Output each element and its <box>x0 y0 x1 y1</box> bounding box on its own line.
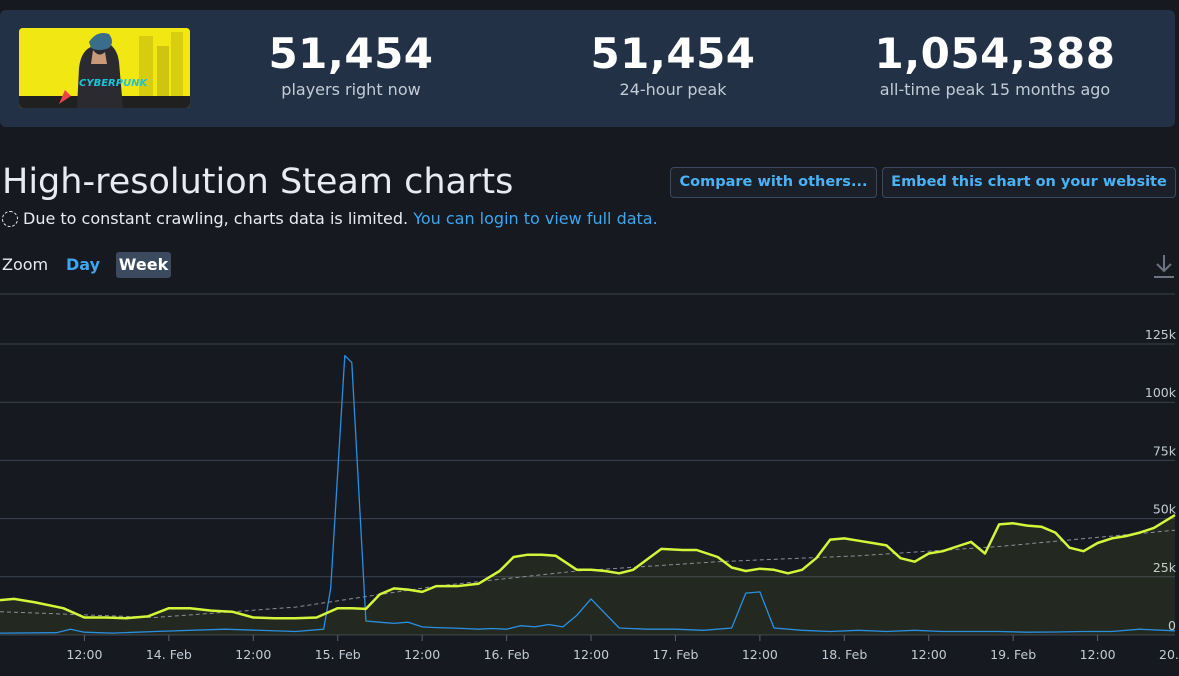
game-cover-image[interactable]: CYBERPUNK <box>19 28 190 108</box>
players-chart: 0 25k 50k 75k 100k 125k 12:00 14. Feb 12:00 15. … <box>0 293 1179 662</box>
players-now-value: 51,454 <box>268 29 434 78</box>
x-tick-label: 12:00 <box>911 647 947 662</box>
loading-spinner-icon <box>2 211 18 227</box>
x-tick-label: 18. Feb <box>821 647 867 662</box>
x-tick-label: 12:00 <box>66 647 102 662</box>
embed-chart-button[interactable]: Embed this chart on your website <box>882 167 1176 198</box>
zoom-day-button[interactable]: Day <box>65 255 100 274</box>
peak-24h-value: 51,454 <box>590 29 756 78</box>
stat-all-time-peak: 1,054,388 all-time peak 15 months ago <box>845 28 1145 100</box>
y-tick-label: 50k <box>1153 502 1177 517</box>
y-tick-label: 125k <box>1145 327 1177 342</box>
y-tick-label: 25k <box>1153 560 1177 575</box>
cover-logo-text: CYBERPUNK <box>79 78 149 89</box>
stat-24h-peak: 51,454 24-hour peak <box>558 28 788 100</box>
players-line <box>0 514 1176 620</box>
compare-button[interactable]: Compare with others... <box>670 167 877 198</box>
stat-players-now: 51,454 players right now <box>236 28 466 100</box>
y-tick-label: 100k <box>1145 385 1177 400</box>
notice-text: Due to constant crawling, charts data is… <box>23 209 409 228</box>
trend-line <box>0 529 1176 618</box>
x-tick-label: 20. Feb <box>1159 647 1179 662</box>
secondary-line <box>0 354 1176 634</box>
stats-panel: CYBERPUNK 51,454 players right now 51,45… <box>0 10 1175 127</box>
x-tick-label: 14. Feb <box>146 647 192 662</box>
x-tick-label: 12:00 <box>1080 647 1116 662</box>
zoom-label: Zoom <box>2 255 49 274</box>
all-time-peak-label: all-time peak 15 months ago <box>879 80 1111 99</box>
players-area <box>0 515 1175 635</box>
download-icon[interactable] <box>1152 253 1176 279</box>
x-tick-label: 15. Feb <box>315 647 361 662</box>
x-tick-label: 12:00 <box>742 647 778 662</box>
x-tick-label: 19. Feb <box>990 647 1036 662</box>
x-tick-label: 12:00 <box>235 647 271 662</box>
all-time-peak-value: 1,054,388 <box>874 29 1116 78</box>
y-tick-label: 75k <box>1153 443 1177 458</box>
zoom-week-button[interactable]: Week <box>116 252 171 278</box>
page-title: High-resolution Steam charts <box>2 162 514 202</box>
peak-24h-label: 24-hour peak <box>619 80 727 99</box>
crawl-notice: Due to constant crawling, charts data is… <box>2 208 658 230</box>
x-tick-label: 17. Feb <box>652 647 698 662</box>
y-tick-label: 0 <box>1168 618 1176 633</box>
x-tick-label: 12:00 <box>404 647 440 662</box>
login-link[interactable]: You can login to view full data. <box>413 209 658 228</box>
players-now-label: players right now <box>281 80 421 99</box>
x-tick-label: 12:00 <box>573 647 609 662</box>
x-tick-label: 16. Feb <box>484 647 530 662</box>
